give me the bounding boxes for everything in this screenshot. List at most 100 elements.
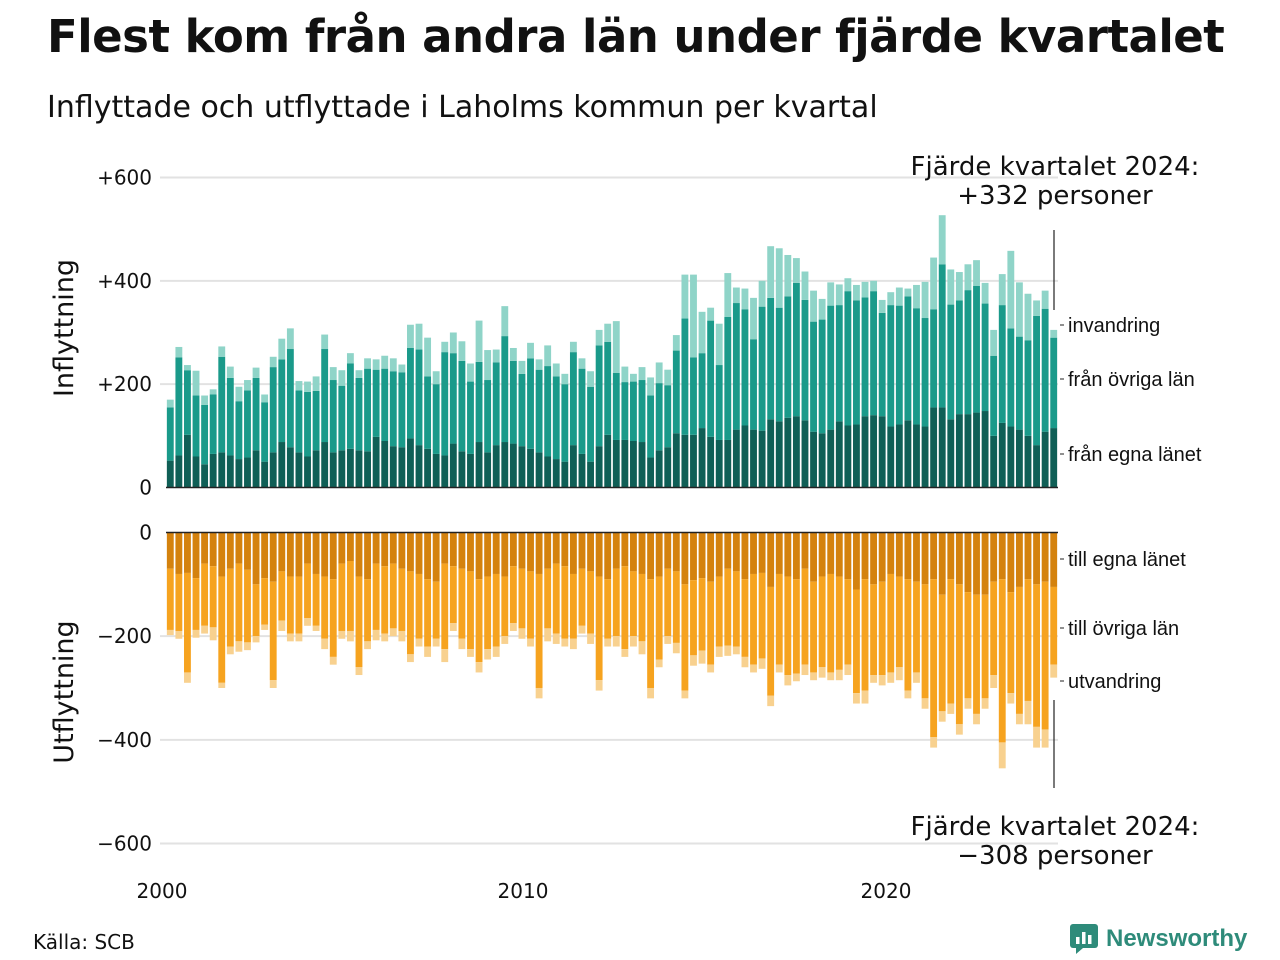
bar-to-own-county: [1007, 532, 1015, 593]
bar-to-other-counties: [518, 568, 526, 629]
bar-emigration: [578, 625, 586, 634]
bar-emigration: [887, 672, 895, 683]
bar-from-own-county: [861, 416, 869, 488]
bar-emigration: [561, 638, 569, 647]
bar-emigration: [904, 690, 912, 699]
series-label: till övriga län: [1068, 618, 1179, 640]
bar-emigration: [647, 687, 655, 699]
bar-from-own-county: [844, 425, 852, 488]
bar-immigration: [286, 328, 294, 350]
bar-emigration: [955, 724, 963, 735]
bar-immigration: [853, 284, 860, 301]
bar-from-own-county: [381, 440, 389, 488]
bar-to-own-county: [741, 532, 749, 580]
bar-from-other-counties: [578, 368, 586, 454]
bar-to-other-counties: [827, 573, 835, 673]
bar-from-other-counties: [853, 300, 860, 425]
bar-emigration: [998, 742, 1006, 769]
bar-to-other-counties: [184, 572, 191, 673]
bar-emigration: [321, 638, 329, 650]
bar-to-own-county: [535, 532, 543, 574]
bar-from-own-county: [964, 414, 972, 488]
bar-from-other-counties: [1007, 328, 1015, 427]
bar-emigration: [921, 698, 929, 709]
bar-from-other-counties: [209, 394, 217, 454]
source-note: Källa: SCB: [33, 930, 135, 954]
bar-emigration: [467, 649, 474, 657]
bar-to-own-county: [1024, 532, 1032, 580]
bar-to-other-counties: [527, 571, 534, 639]
bar-emigration: [475, 662, 483, 673]
bar-from-own-county: [921, 426, 929, 488]
bar-emigration: [698, 650, 706, 664]
bar-from-own-county: [398, 447, 406, 488]
bar-from-other-counties: [475, 361, 483, 443]
bar-from-own-county: [621, 439, 629, 488]
bar-immigration: [750, 297, 757, 340]
bar-to-own-county: [870, 532, 878, 585]
bar-to-other-counties: [638, 573, 646, 642]
bar-emigration: [175, 630, 183, 639]
bar-immigration: [492, 349, 500, 363]
bar-from-other-counties: [492, 362, 500, 446]
y-tick-label: −400: [97, 728, 152, 752]
bar-to-other-counties: [569, 573, 577, 639]
bar-to-other-counties: [878, 581, 886, 676]
bar-immigration: [209, 389, 217, 395]
bar-to-own-county: [166, 532, 174, 569]
bar-immigration: [372, 359, 380, 370]
bar-emigration: [527, 638, 534, 647]
bar-from-other-counties: [415, 349, 423, 446]
bar-from-own-county: [724, 439, 732, 488]
bar-immigration: [338, 370, 346, 386]
bar-to-other-counties: [801, 568, 809, 665]
bar-from-other-counties: [732, 303, 740, 430]
bar-immigration: [784, 254, 792, 297]
bar-to-other-counties: [278, 571, 286, 621]
bar-to-other-counties: [269, 581, 277, 681]
bar-immigration: [235, 386, 243, 402]
bar-from-other-counties: [244, 390, 251, 458]
bar-to-other-counties: [947, 579, 955, 704]
bar-from-other-counties: [724, 316, 732, 440]
bar-emigration: [801, 664, 809, 676]
bar-from-own-county: [201, 464, 209, 488]
bar-from-other-counties: [861, 297, 869, 417]
bar-from-own-county: [312, 450, 320, 488]
bar-to-other-counties: [578, 568, 586, 626]
bar-immigration: [226, 366, 234, 378]
bar-immigration: [346, 353, 354, 364]
bar-immigration: [930, 257, 938, 310]
bar-from-own-county: [441, 455, 449, 488]
bar-emigration: [930, 737, 938, 748]
bar-immigration: [569, 341, 577, 353]
bar-emigration: [878, 675, 886, 686]
bar-to-own-county: [467, 532, 474, 572]
bar-from-own-county: [587, 461, 594, 488]
bar-to-other-counties: [509, 566, 517, 624]
bar-emigration: [1007, 693, 1015, 704]
bar-from-own-county: [973, 412, 980, 488]
bar-from-other-counties: [355, 377, 363, 451]
bar-to-own-county: [732, 532, 740, 572]
bar-to-other-counties: [201, 563, 209, 626]
bar-immigration: [810, 290, 817, 322]
bar-to-other-counties: [252, 584, 260, 637]
bar-to-other-counties: [286, 576, 294, 634]
bar-from-other-counties: [587, 386, 594, 462]
bar-from-own-county: [707, 436, 715, 488]
bar-from-other-counties: [441, 352, 449, 456]
bar-to-own-county: [192, 532, 200, 579]
bar-immigration: [887, 292, 895, 306]
bar-to-own-county: [750, 532, 757, 574]
bar-emigration: [346, 630, 354, 642]
bar-immigration: [732, 287, 740, 304]
bar-to-other-counties: [681, 584, 689, 691]
bar-to-own-county: [630, 532, 637, 572]
y-tick-label: 0: [139, 521, 152, 545]
bar-to-other-counties: [1033, 584, 1040, 727]
bar-from-other-counties: [484, 380, 492, 453]
bar-to-own-county: [998, 532, 1006, 580]
bar-from-other-counties: [295, 390, 303, 453]
